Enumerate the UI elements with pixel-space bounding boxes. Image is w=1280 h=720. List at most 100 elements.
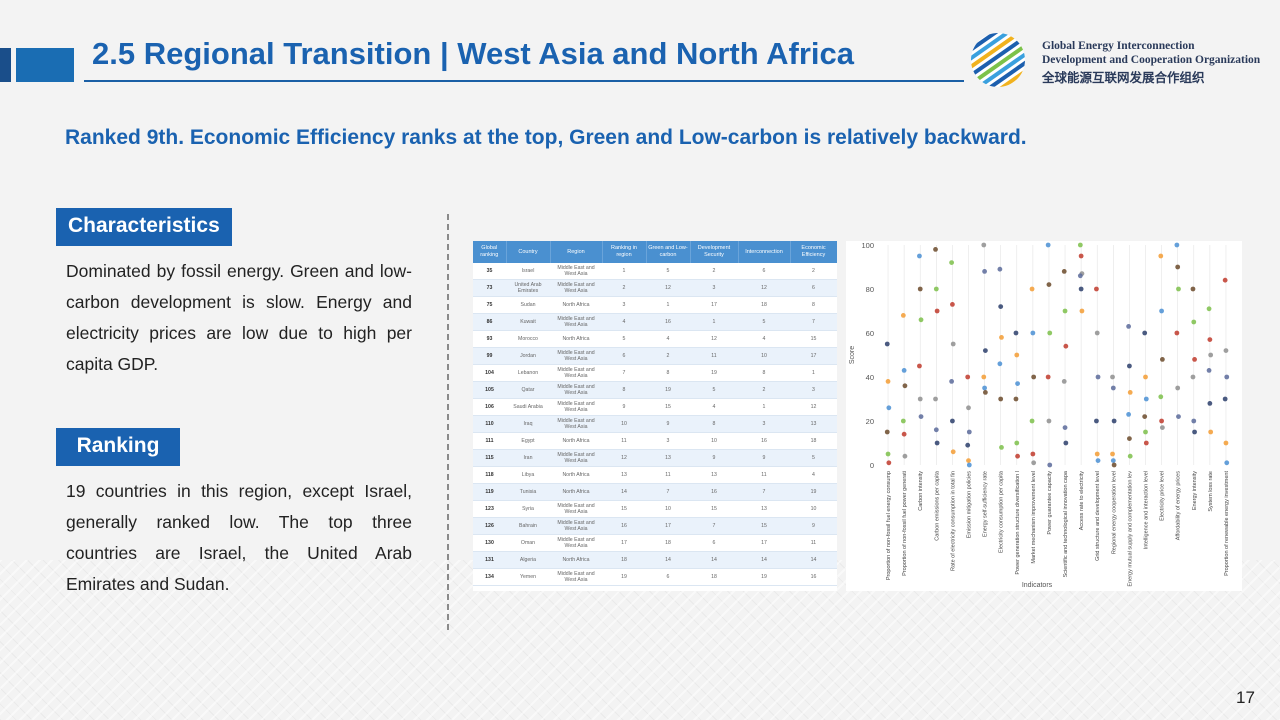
x-tick-label: Proportion of non-fossil fuel power gene… (902, 471, 908, 576)
table-cell: 18 (646, 534, 690, 552)
table-cell: 13 (646, 449, 690, 467)
data-point (1047, 330, 1053, 336)
table-cell: 10 (790, 500, 837, 518)
y-tick-label: 0 (870, 461, 874, 470)
data-point (1175, 385, 1181, 391)
table-cell: 2 (738, 381, 790, 399)
data-point (1158, 394, 1164, 400)
data-point (1095, 458, 1101, 463)
table-cell: 11 (790, 534, 837, 552)
table-header-cell: Country (506, 241, 551, 263)
table-cell: Sudan (506, 296, 550, 314)
data-point (1014, 440, 1020, 446)
data-point (1127, 453, 1133, 459)
data-point (1077, 242, 1083, 248)
table-cell: Middle East and West Asia (550, 500, 602, 518)
page-number: 17 (1236, 688, 1255, 707)
data-point (886, 460, 892, 466)
data-point (1094, 451, 1100, 457)
data-point (1094, 418, 1099, 424)
data-point (1159, 357, 1165, 362)
data-point (966, 405, 971, 411)
table-cell: 19 (602, 568, 646, 586)
table-row: 111 Egypt North Africa 11 3 10 16 18 (473, 432, 837, 450)
data-point (981, 374, 987, 380)
x-tick-label: Market mechanism improvement level (1031, 471, 1037, 564)
table-cell: 4 (690, 398, 738, 416)
table-cell: 2 (602, 279, 646, 297)
characteristics-heading: Characteristics (56, 208, 232, 246)
table-cell: 14 (646, 551, 690, 569)
table-cell: Egypt (506, 432, 550, 450)
ranking-text: 19 countries in this region, except Isra… (66, 481, 412, 594)
table-cell: Middle East and West Asia (550, 568, 602, 586)
data-point (1192, 357, 1197, 362)
header-accent-bar (16, 48, 74, 82)
table-row: 115 Iran Middle East and West Asia 12 13 9 9 5 (473, 449, 837, 467)
x-tick-label: Energy self-sufficiency rate (983, 471, 989, 537)
table-cell: 18 (690, 568, 738, 586)
table-cell: 17 (690, 296, 738, 314)
data-point (1222, 277, 1228, 283)
data-point (901, 368, 907, 373)
table-row: 131 Algeria North Africa 18 14 14 14 14 (473, 551, 837, 569)
table-cell: 3 (646, 432, 690, 450)
table-cell: 131 (473, 551, 506, 569)
data-point (1015, 381, 1020, 386)
table-cell: 17 (738, 534, 790, 552)
org-name-cn: 全球能源互联网发展合作组织 (1042, 71, 1205, 85)
data-point (918, 317, 924, 323)
table-row: 118 Libya North Africa 13 11 13 11 4 (473, 466, 837, 484)
data-point (1222, 396, 1228, 402)
data-point (1142, 414, 1148, 419)
x-tick-label: Electricity price level (1160, 471, 1166, 521)
table-cell: Morocco (506, 330, 550, 348)
table-row: 106 Saudi Arabia Middle East and West Asia… (473, 398, 837, 416)
data-point (1063, 440, 1069, 446)
data-point (1110, 451, 1115, 457)
table-row: 119 Tunisia North Africa 14 7 16 7 19 (473, 483, 837, 501)
slide-subtitle: Ranked 9th. Economic Efficiency ranks at… (65, 126, 1027, 149)
table-cell: Lebanon (506, 364, 550, 382)
table-cell: 3 (690, 279, 738, 297)
data-point (1143, 429, 1148, 435)
data-point (966, 429, 972, 435)
data-point (1111, 418, 1117, 424)
table-cell: 17 (602, 534, 646, 552)
table-cell: Middle East and West Asia (550, 449, 602, 467)
table-row: 99 Jordan Middle East and West Asia 6 2 11 10 1… (473, 347, 837, 365)
data-point (1175, 264, 1181, 270)
data-point (982, 390, 988, 395)
data-point (1126, 324, 1132, 329)
data-point (1127, 436, 1132, 441)
table-row: 110 Iraq Middle East and West Asia 10 9 8 3 13 (473, 415, 837, 433)
table-cell: Libya (506, 466, 550, 484)
data-point (965, 442, 971, 448)
table-cell: 18 (602, 551, 646, 569)
table-cell: Jordan (506, 347, 550, 365)
indicator-scatter-chart: 0 20 40 60 80 100 Score Proportion of non-fossi… (846, 241, 1242, 591)
table-cell: 2 (690, 263, 738, 280)
data-point (1029, 418, 1035, 424)
table-cell: 13 (690, 466, 738, 484)
table-cell: 10 (646, 500, 690, 518)
dashed-divider (447, 214, 449, 630)
table-cell: 8 (690, 415, 738, 433)
data-point (1176, 286, 1181, 292)
data-point (1224, 460, 1230, 466)
data-point (918, 414, 924, 419)
data-point (1062, 308, 1068, 314)
table-cell: 7 (790, 313, 837, 331)
table-cell: 16 (646, 313, 690, 331)
table-cell: 35 (473, 263, 506, 280)
data-point (1127, 390, 1133, 395)
x-axis-label: Indicators (1022, 582, 1053, 589)
data-point (1190, 374, 1196, 380)
table-cell: Middle East and West Asia (550, 517, 602, 535)
table-cell: 2 (646, 347, 690, 365)
data-point (999, 335, 1004, 340)
data-point (1191, 319, 1197, 325)
table-cell: 75 (473, 296, 506, 314)
data-point (1014, 352, 1020, 358)
table-cell: Middle East and West Asia (550, 415, 602, 433)
